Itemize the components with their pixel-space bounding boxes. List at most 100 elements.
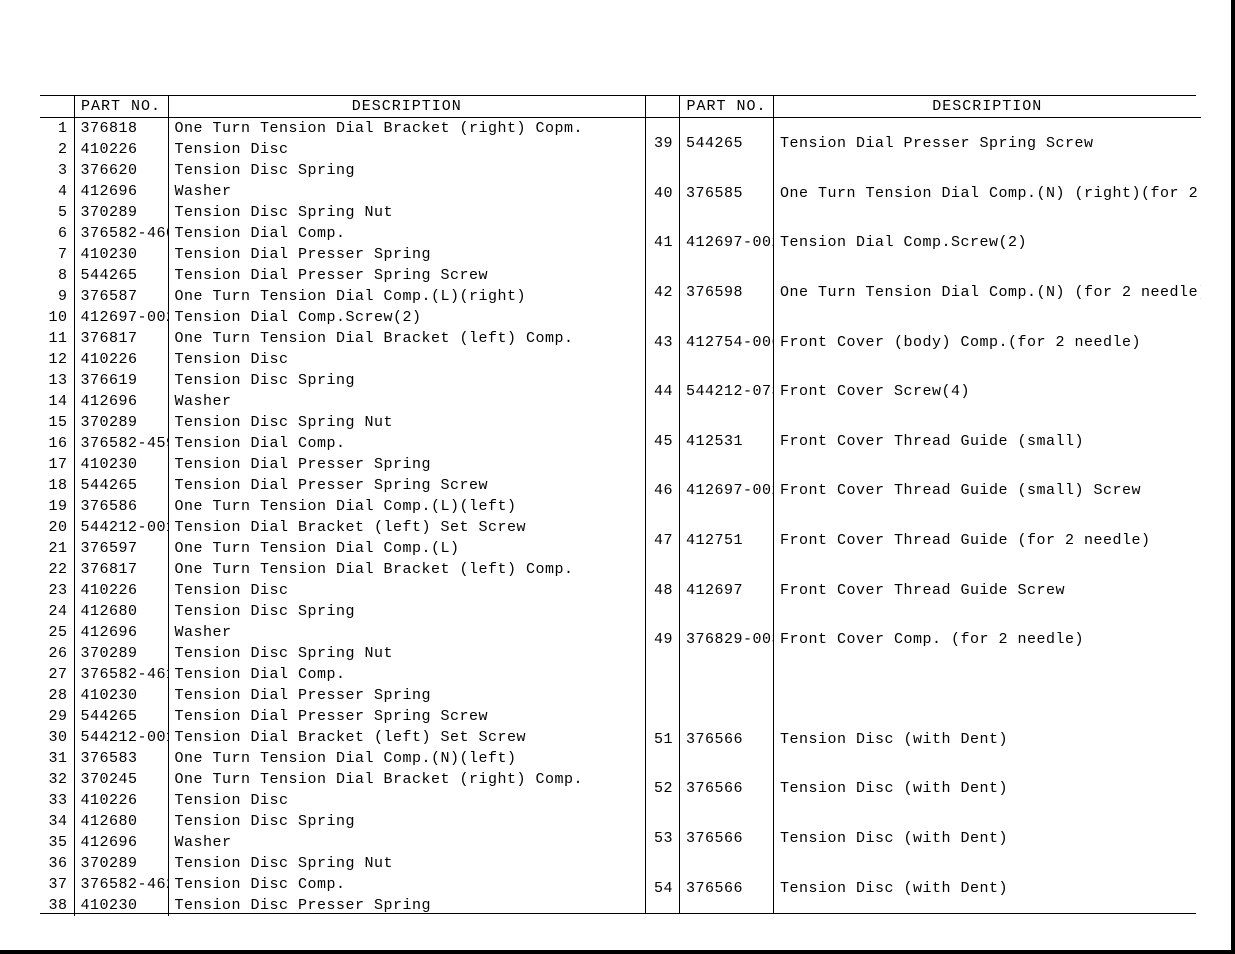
part-description: Tension Dial Presser Spring Screw: [168, 265, 645, 286]
part-number: 376587: [74, 286, 168, 307]
part-number: 376620: [74, 160, 168, 181]
header-description: DESCRIPTION: [168, 96, 645, 118]
row-index: 2: [40, 139, 74, 160]
row-index: 8: [40, 265, 74, 286]
part-number: 376582-459: [74, 433, 168, 454]
part-description: One Turn Tension Dial Bracket (left) Com…: [168, 328, 645, 349]
table-row: 9376587One Turn Tension Dial Comp.(L)(ri…: [40, 286, 645, 307]
part-description: [774, 665, 1201, 715]
part-description: One Turn Tension Dial Bracket (right) Co…: [168, 118, 645, 140]
row-index: 27: [40, 664, 74, 685]
part-number: 370289: [74, 412, 168, 433]
row-index: 53: [646, 814, 680, 864]
part-description: Washer: [168, 391, 645, 412]
part-number: 370289: [74, 853, 168, 874]
row-index: 19: [40, 496, 74, 517]
table-row: 43412754-006Front Cover (body) Comp.(for…: [646, 317, 1201, 367]
part-number: 410226: [74, 790, 168, 811]
part-number: 412696: [74, 622, 168, 643]
part-description: Tension Disc Spring: [168, 160, 645, 181]
part-description: Tension Dial Bracket (left) Set Screw: [168, 727, 645, 748]
table-row: 41412697-002Tension Dial Comp.Screw(2): [646, 218, 1201, 268]
part-number: 370245: [74, 769, 168, 790]
part-description: Front Cover (body) Comp.(for 2 needle): [774, 317, 1201, 367]
row-index: 23: [40, 580, 74, 601]
part-number: 376586: [74, 496, 168, 517]
part-number: 376818: [74, 118, 168, 140]
parts-table-container: PART NO. DESCRIPTION 1376818One Turn Ten…: [40, 95, 1196, 914]
part-description: Tension Dial Presser Spring: [168, 454, 645, 475]
part-number: 544212-001: [74, 727, 168, 748]
part-description: Tension Disc (with Dent): [774, 714, 1201, 764]
part-description: Tension Dial Presser Spring Screw: [168, 475, 645, 496]
part-number: 412697-002: [680, 218, 774, 268]
part-number: 410230: [74, 685, 168, 706]
row-index: 20: [40, 517, 74, 538]
table-row: 45412531Front Cover Thread Guide (small): [646, 417, 1201, 467]
table-row: 18544265Tension Dial Presser Spring Scre…: [40, 475, 645, 496]
row-index: 52: [646, 764, 680, 814]
part-description: Tension Disc Spring: [168, 811, 645, 832]
part-description: Tension Dial Comp.Screw(2): [774, 218, 1201, 268]
row-index: 38: [40, 895, 74, 916]
table-row: 37376582-462Tension Disc Comp.: [40, 874, 645, 895]
table-header-row: PART NO. DESCRIPTION: [646, 96, 1201, 118]
table-row: 42376598One Turn Tension Dial Comp.(N) (…: [646, 268, 1201, 318]
table-row: 6376582-460Tension Dial Comp.: [40, 223, 645, 244]
part-number: 544212-001: [74, 517, 168, 538]
part-number: 412697-002: [680, 466, 774, 516]
row-index: 5: [40, 202, 74, 223]
page: PART NO. DESCRIPTION 1376818One Turn Ten…: [0, 0, 1235, 954]
part-description: Tension Dial Comp.: [168, 664, 645, 685]
row-index: 12: [40, 349, 74, 370]
parts-table-left: PART NO. DESCRIPTION 1376818One Turn Ten…: [40, 96, 645, 916]
part-number: 370289: [74, 202, 168, 223]
table-row: 54376566Tension Disc (with Dent): [646, 863, 1201, 913]
row-index: 41: [646, 218, 680, 268]
row-index: 10: [40, 307, 74, 328]
row-index: 46: [646, 466, 680, 516]
row-index: 11: [40, 328, 74, 349]
part-number: 412697-002: [74, 307, 168, 328]
table-row: 44544212-073Front Cover Screw(4): [646, 367, 1201, 417]
part-number: 376619: [74, 370, 168, 391]
row-index: 29: [40, 706, 74, 727]
table-row: 7410230Tension Dial Presser Spring: [40, 244, 645, 265]
part-description: One Turn Tension Dial Comp.(L)(left): [168, 496, 645, 517]
header-blank: [40, 96, 74, 118]
part-description: Tension Dial Comp.: [168, 433, 645, 454]
part-number: 376817: [74, 328, 168, 349]
row-index: 21: [40, 538, 74, 559]
table-row: 38410230Tension Disc Presser Spring: [40, 895, 645, 916]
table-row: 17410230Tension Dial Presser Spring: [40, 454, 645, 475]
header-part-no: PART NO.: [680, 96, 774, 118]
part-number: 412696: [74, 832, 168, 853]
part-description: One Turn Tension Dial Comp.(L)(right): [168, 286, 645, 307]
row-index: 3: [40, 160, 74, 181]
table-row: 23410226Tension Disc: [40, 580, 645, 601]
part-description: Tension Disc Spring Nut: [168, 643, 645, 664]
table-row: 27376582-461Tension Dial Comp.: [40, 664, 645, 685]
part-description: Washer: [168, 181, 645, 202]
header-description: DESCRIPTION: [774, 96, 1201, 118]
table-row: 11376817One Turn Tension Dial Bracket (l…: [40, 328, 645, 349]
row-index: 39: [646, 118, 680, 169]
row-index: [646, 665, 680, 715]
row-index: 9: [40, 286, 74, 307]
table-row: 34412680Tension Disc Spring: [40, 811, 645, 832]
table-row: 16376582-459Tension Dial Comp.: [40, 433, 645, 454]
table-row: 48412697Front Cover Thread Guide Screw: [646, 565, 1201, 615]
part-number: 376598: [680, 268, 774, 318]
table-row: 14412696Washer: [40, 391, 645, 412]
row-index: 17: [40, 454, 74, 475]
table-row: 40376585One Turn Tension Dial Comp.(N) (…: [646, 168, 1201, 218]
row-index: 31: [40, 748, 74, 769]
table-row: 13376619Tension Disc Spring: [40, 370, 645, 391]
header-blank: [646, 96, 680, 118]
row-index: 49: [646, 615, 680, 665]
table-row: 5370289Tension Disc Spring Nut: [40, 202, 645, 223]
row-index: 37: [40, 874, 74, 895]
table-row: 20544212-001Tension Dial Bracket (left) …: [40, 517, 645, 538]
part-number: 410226: [74, 580, 168, 601]
table-row: 24412680Tension Disc Spring: [40, 601, 645, 622]
